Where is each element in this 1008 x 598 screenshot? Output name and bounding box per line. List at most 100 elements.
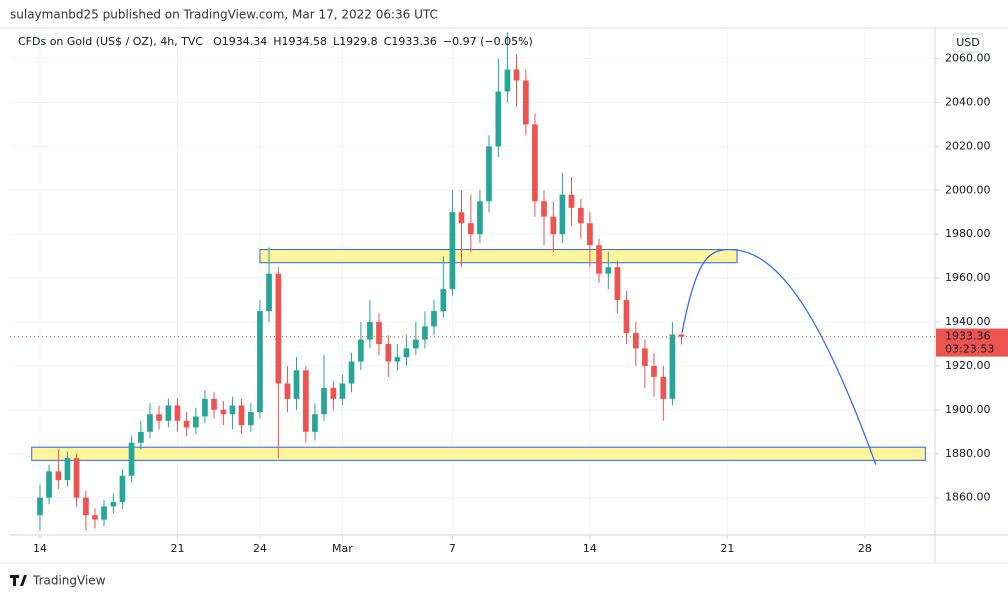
y-tick-label: 1960.00 — [945, 271, 991, 284]
x-tick-label: 21 — [170, 542, 184, 555]
candle-body — [147, 414, 153, 432]
candle-body — [348, 361, 355, 384]
axes: 1860.00 1880.00 1900.00 1920.00 1940.00 1960.… — [33, 52, 1008, 555]
candle-body — [477, 201, 483, 235]
candle-body — [678, 334, 685, 337]
candle-body — [119, 475, 126, 503]
candle-body — [422, 326, 428, 340]
candle-body — [394, 357, 401, 362]
candle-body — [403, 348, 410, 358]
candle-body — [596, 245, 602, 274]
candle-body — [642, 348, 648, 366]
candle-body — [458, 212, 465, 224]
candle-body — [284, 383, 291, 399]
currency-box[interactable] — [952, 33, 984, 53]
candle-body — [541, 201, 547, 217]
candle-body — [312, 414, 318, 432]
candle-body — [101, 506, 107, 520]
candle-body — [229, 405, 236, 415]
candle-body — [440, 289, 447, 312]
zone — [31, 446, 926, 461]
x-tick-label: 28 — [858, 542, 872, 555]
candle-body — [532, 124, 538, 202]
legend-value: 1934.34 — [222, 35, 268, 48]
y-tick-label: 2000.00 — [945, 183, 991, 196]
legend-value: 1933.36 — [391, 35, 437, 48]
candle-body — [128, 442, 135, 476]
candle-body — [238, 405, 245, 426]
candle-body — [651, 365, 657, 377]
chart-title: CFDs on Gold (US$ / OZ), 4h, TVC — [18, 35, 203, 48]
candle-body — [577, 207, 584, 224]
y-tick-label: 1880.00 — [945, 447, 991, 460]
last-price-box — [936, 328, 1008, 357]
y-tick-label: 1980.00 — [945, 227, 991, 240]
candle-body — [587, 223, 593, 246]
candle-body — [321, 387, 327, 415]
last-price-label: 1933.36 — [945, 330, 991, 343]
candle-body — [413, 339, 419, 349]
candle-body — [257, 311, 263, 413]
candle-body — [55, 471, 62, 481]
candle-body — [358, 339, 364, 362]
candle-body — [385, 343, 392, 362]
brand-logo — [10, 575, 27, 586]
candle-body — [367, 322, 373, 340]
candle-body — [559, 194, 566, 235]
y-tick-label: 1940.00 — [945, 315, 991, 328]
y-tick-label: 1860.00 — [945, 491, 991, 504]
candle-body — [339, 383, 346, 399]
y-tick-label: 1900.00 — [945, 403, 991, 416]
y-tick-label: 1920.00 — [945, 359, 991, 372]
candle-body — [138, 431, 144, 443]
candle-body — [614, 267, 621, 301]
candle-body — [248, 412, 254, 426]
candle-body — [293, 370, 300, 399]
x-tick-label: 24 — [253, 542, 267, 555]
legend-key: C — [384, 35, 392, 48]
publisher: sulaymanbd25 published on TradingView.co… — [10, 8, 438, 22]
candle-body — [110, 502, 117, 507]
y-tick-label: 2020.00 — [945, 139, 991, 152]
candle-body — [660, 376, 667, 399]
candle-body — [330, 387, 337, 399]
candle-body — [303, 370, 309, 432]
candle-body — [202, 398, 208, 417]
projection-curve — [681, 248, 877, 465]
candle-body — [156, 414, 162, 421]
legend-value: 1934.58 — [282, 35, 328, 48]
candle-body — [165, 405, 172, 421]
candle-body — [83, 497, 89, 516]
candle-body — [183, 420, 190, 428]
candle-body — [64, 458, 71, 481]
candle-body — [46, 471, 52, 498]
candle-body — [266, 273, 272, 312]
zone — [259, 249, 738, 264]
change: −0.97 (−0.05%) — [443, 35, 533, 48]
countdown: 03:23:53 — [945, 343, 994, 356]
candle-body — [211, 398, 217, 410]
candle-body — [523, 80, 529, 125]
candle-body — [605, 267, 612, 274]
legend-key: O — [213, 35, 222, 48]
x-tick-label: 21 — [720, 542, 734, 555]
y-tick-label: 2040.00 — [945, 95, 991, 108]
x-tick-label: 7 — [449, 542, 456, 555]
candle-body — [504, 69, 511, 92]
candle-body — [513, 69, 520, 81]
currency: USD — [956, 36, 980, 49]
y-tick-label: 2060.00 — [945, 52, 991, 65]
candle-body — [275, 273, 282, 384]
candle-body — [449, 212, 456, 290]
candle-body — [92, 515, 98, 520]
candle-body — [468, 223, 474, 235]
candle-body — [486, 146, 492, 202]
candle-body — [632, 333, 639, 349]
legend-value: 1929.8 — [339, 35, 378, 48]
candle-body — [568, 194, 575, 208]
candle-body — [431, 311, 437, 327]
brand: TradingView — [32, 574, 106, 588]
x-tick-label: 14 — [583, 542, 597, 555]
